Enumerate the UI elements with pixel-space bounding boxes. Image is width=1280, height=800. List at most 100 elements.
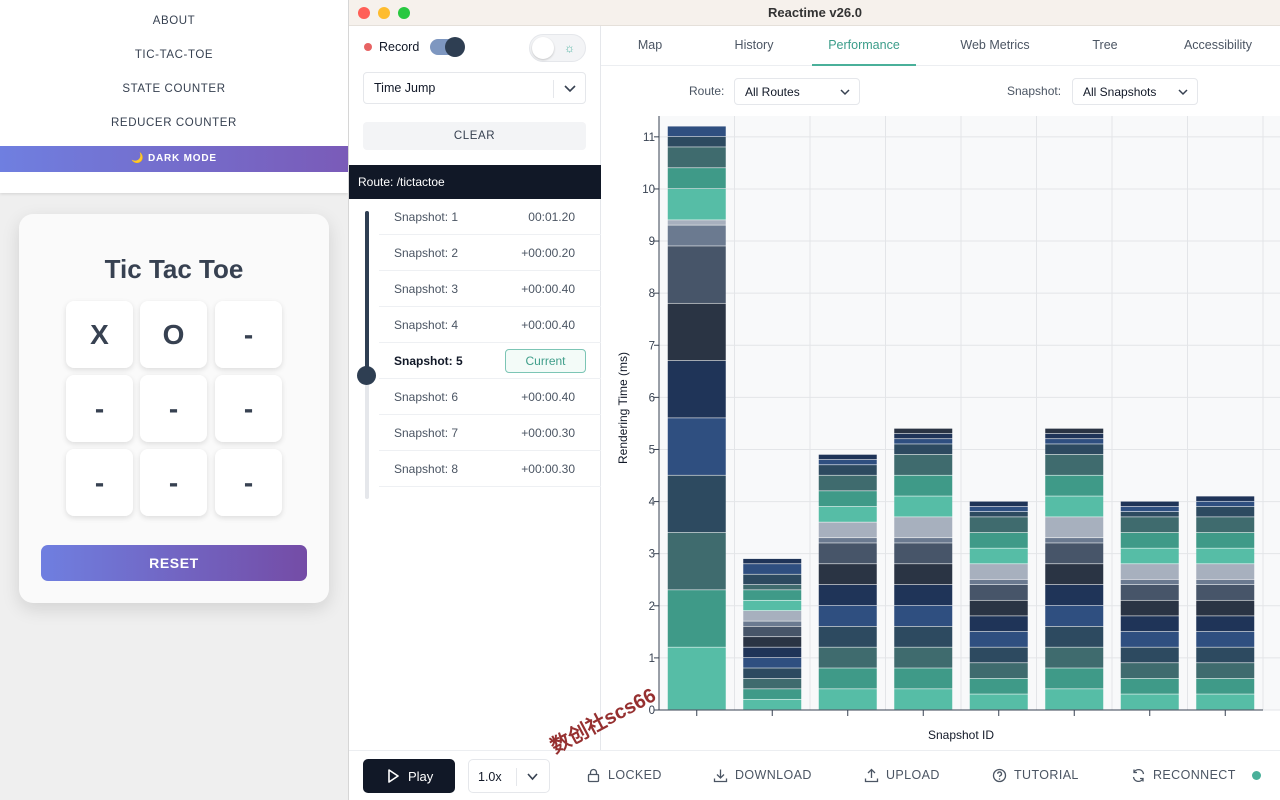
bar-segment	[1196, 584, 1255, 600]
snapshot-time: +00:00.40	[521, 318, 575, 332]
board-cell[interactable]: -	[66, 449, 133, 516]
board-cell[interactable]: -	[66, 375, 133, 442]
y-tick-label: 5	[649, 444, 655, 456]
bar-segment	[1120, 631, 1179, 647]
bar-segment	[743, 574, 802, 585]
board-cell[interactable]: O	[140, 301, 207, 368]
speed-select[interactable]: 1.0x	[468, 759, 550, 793]
snapshot-row[interactable]: Snapshot: 3 +00:00.40	[379, 271, 601, 307]
bar-segment	[969, 512, 1028, 517]
dark-mode-button[interactable]: 🌙 DARK MODE	[0, 146, 348, 172]
bar-segment	[969, 616, 1028, 632]
bar-segment	[818, 454, 877, 460]
y-tick-label: 11	[643, 132, 655, 144]
bar-segment	[1045, 564, 1104, 585]
bar-segment	[969, 548, 1028, 564]
bar-segment	[969, 517, 1028, 533]
route-filter-select[interactable]: All Routes	[734, 78, 860, 105]
bar-segment	[894, 454, 953, 475]
route-header: Route: /tictactoe	[349, 165, 601, 199]
board-cell[interactable]: -	[215, 301, 282, 368]
connection-status-icon	[1252, 771, 1261, 780]
snapshot-name: Snapshot: 7	[394, 426, 459, 440]
tab-map[interactable]: Map	[637, 38, 663, 52]
bar-segment	[1045, 543, 1104, 564]
bar-segment	[894, 626, 953, 647]
bar-segment	[1045, 647, 1104, 668]
bar-segment	[1045, 444, 1104, 455]
board-cell[interactable]: -	[215, 449, 282, 516]
snapshot-row[interactable]: Snapshot: 1 00:01.20	[379, 199, 601, 235]
tab-history[interactable]: History	[734, 38, 774, 52]
snapshot-filter-label: Snapshot:	[1007, 84, 1062, 98]
mode-select[interactable]: Time Jump	[363, 72, 586, 104]
record-toggle[interactable]	[430, 37, 465, 57]
snapshot-slider-handle[interactable]	[357, 366, 376, 385]
bar-segment	[1196, 678, 1255, 694]
minimize-window-button[interactable]	[378, 7, 390, 19]
snapshot-row[interactable]: Snapshot: 6 +00:00.40	[379, 379, 601, 415]
snapshot-time: 00:01.20	[528, 210, 575, 224]
bar-segment	[894, 605, 953, 627]
snapshot-filter-select[interactable]: All Snapshots	[1072, 78, 1198, 105]
bar-segment	[1045, 689, 1104, 710]
tab-tree[interactable]: Tree	[1092, 38, 1118, 52]
snapshot-row[interactable]: Snapshot: 2 +00:00.20	[379, 235, 601, 271]
record-indicator-icon	[364, 43, 372, 51]
bar-segment	[743, 689, 802, 699]
bar-segment	[894, 584, 953, 606]
maximize-window-button[interactable]	[398, 7, 410, 19]
snapshot-row-current[interactable]: Snapshot: 5 Current	[379, 343, 601, 379]
bar-segment	[1196, 579, 1255, 585]
bar-segment	[894, 439, 953, 444]
bar-segment	[1196, 517, 1255, 533]
bar-segment	[1045, 439, 1104, 444]
nav-state-counter-link[interactable]: STATE COUNTER	[122, 83, 226, 95]
clear-button[interactable]: CLEAR	[363, 122, 586, 150]
snapshot-name: Snapshot: 8	[394, 462, 459, 476]
bar-segment	[894, 433, 953, 439]
y-tick-label: 3	[649, 549, 655, 561]
snapshot-row[interactable]: Snapshot: 4 +00:00.40	[379, 307, 601, 343]
bar-segment	[667, 532, 726, 590]
nav-reducer-counter-link[interactable]: REDUCER COUNTER	[111, 117, 237, 129]
reset-button[interactable]: RESET	[41, 545, 307, 581]
y-tick-label: 0	[649, 705, 655, 717]
close-window-button[interactable]	[358, 7, 370, 19]
board-cell[interactable]: X	[66, 301, 133, 368]
bar-segment	[1120, 616, 1179, 632]
board-cell[interactable]: -	[215, 375, 282, 442]
bar-segment	[667, 303, 726, 361]
board-cell[interactable]: -	[140, 375, 207, 442]
tab-web-metrics[interactable]: Web Metrics	[960, 38, 1030, 52]
bar-segment	[1045, 668, 1104, 689]
board-cell[interactable]: -	[140, 449, 207, 516]
upload-label: UPLOAD	[886, 768, 940, 782]
bar-segment	[969, 678, 1028, 694]
bar-segment	[743, 590, 802, 600]
bar-segment	[894, 647, 953, 668]
help-circle-icon	[992, 768, 1007, 783]
bar-segment	[743, 668, 802, 679]
nav-tictactoe-link[interactable]: TIC-TAC-TOE	[134, 49, 214, 61]
snapshot-row[interactable]: Snapshot: 8 +00:00.30	[379, 451, 601, 487]
bar-segment	[969, 584, 1028, 600]
bar-segment	[894, 428, 953, 434]
bar-segment	[894, 668, 953, 689]
bar-segment	[743, 558, 802, 564]
bar-segment	[1120, 517, 1179, 533]
snapshot-name: Snapshot: 2	[394, 246, 459, 260]
snapshot-slider-track[interactable]	[365, 211, 369, 499]
snapshot-row[interactable]: Snapshot: 7 +00:00.30	[379, 415, 601, 451]
bar-segment	[743, 626, 802, 637]
rendering-time-chart: 0 1 2 3 4 5 6 7 8 9 10 11 Snapshot ID Rendering Time …	[616, 116, 1280, 742]
reactime-window: Reactime v26.0 Record ☼ Time Jump CLEAR …	[348, 0, 1280, 800]
tab-accessibility[interactable]: Accessibility	[1183, 38, 1253, 52]
theme-toggle[interactable]: ☼	[529, 34, 586, 62]
bar-segment	[667, 126, 726, 137]
bar-segment	[818, 459, 877, 465]
play-button[interactable]: Play	[363, 759, 455, 793]
tab-performance[interactable]: Performance	[812, 26, 916, 66]
nav-about-link[interactable]: ABOUT	[152, 15, 196, 27]
snapshot-name: Snapshot: 1	[394, 210, 459, 224]
